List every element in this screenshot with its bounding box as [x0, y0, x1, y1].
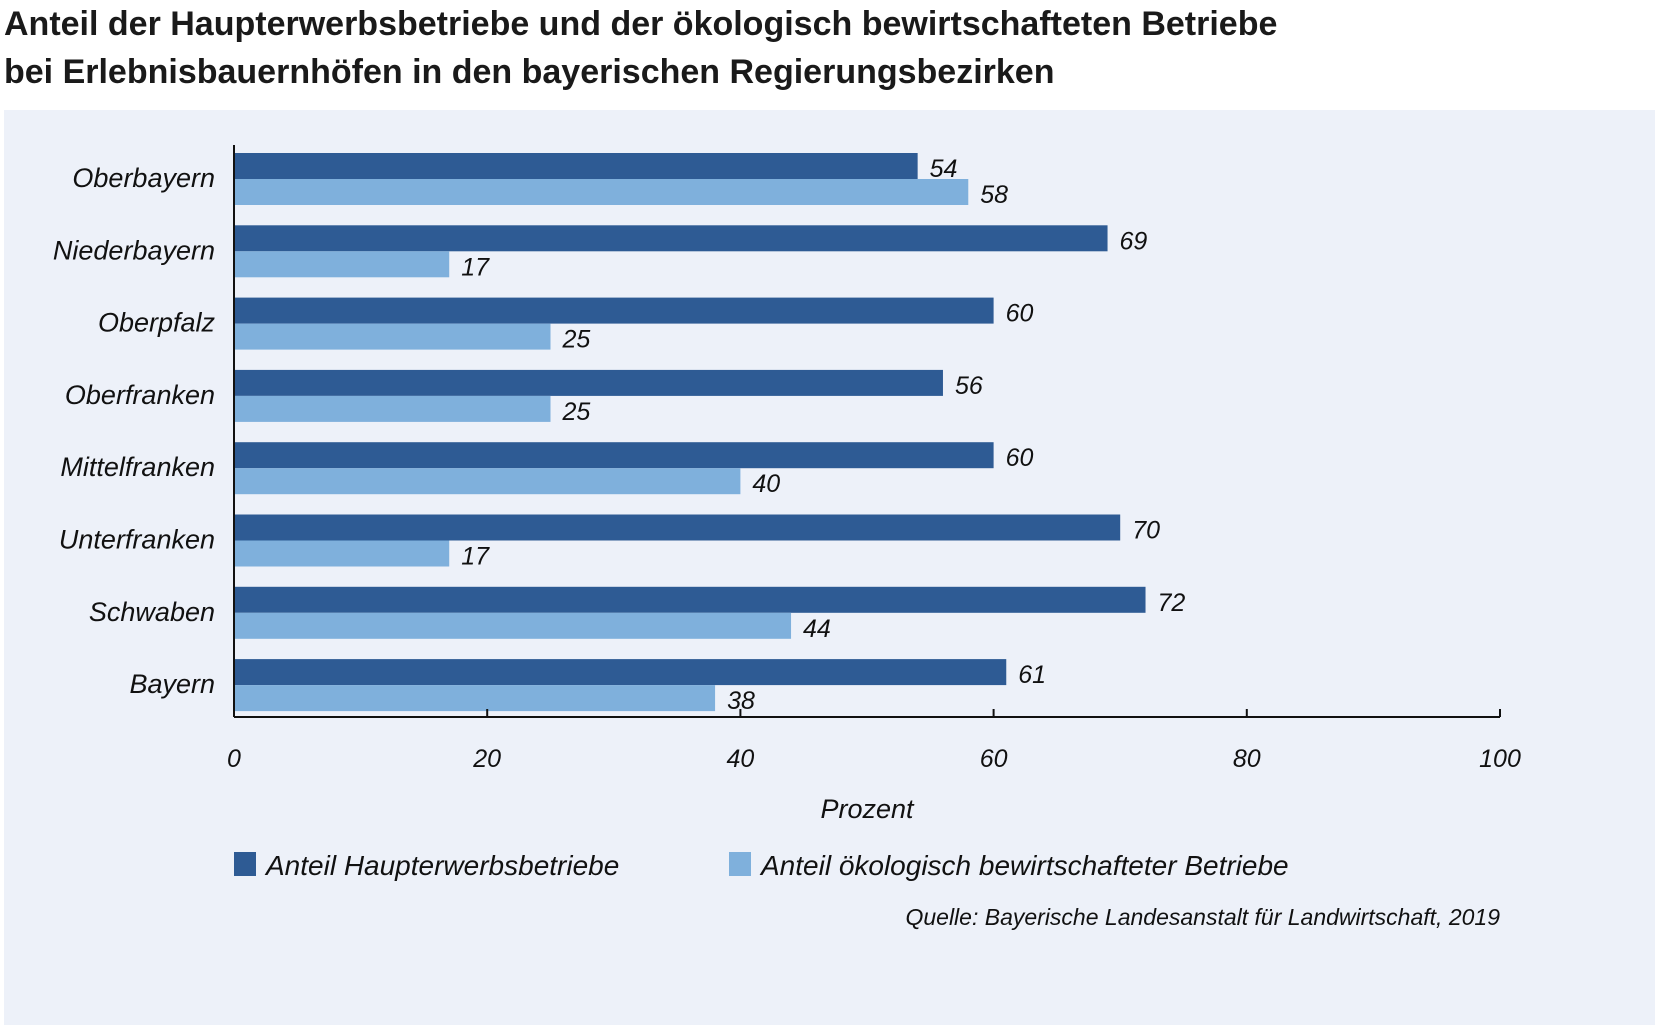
legend-label: Anteil Haupterwerbsbetriebe	[264, 850, 619, 881]
bar	[234, 179, 969, 205]
data-label: 17	[461, 253, 490, 281]
data-label: 54	[930, 155, 958, 183]
data-label: 70	[1132, 517, 1160, 545]
category-label: Mittelfranken	[60, 452, 215, 482]
category-label: Unterfranken	[59, 525, 215, 555]
data-label: 25	[562, 398, 591, 426]
bar	[234, 395, 551, 422]
x-tick-label: 80	[1233, 745, 1261, 773]
x-tick-label: 40	[726, 745, 754, 773]
bar	[234, 586, 1146, 613]
title-line-2: bei Erlebnisbauernhöfen in den bayerisch…	[4, 53, 1055, 91]
data-label: 25	[562, 326, 591, 354]
x-tick-label: 0	[227, 745, 241, 773]
x-tick-label: 60	[980, 745, 1008, 773]
chart-panel: 54 58 69 17 60 25 56 25 60 40 70 17 72 44 61 38 Oberbay…	[4, 110, 1655, 1025]
bar	[234, 442, 994, 469]
bar	[234, 514, 1121, 541]
legend-swatch	[729, 852, 751, 876]
chart-title: Anteil der Haupterwerbsbetriebe und der …	[4, 0, 1644, 96]
data-label: 69	[1120, 227, 1148, 255]
bar	[234, 153, 918, 179]
x-tick-label: 20	[472, 745, 501, 773]
category-label: Oberpfalz	[98, 308, 216, 338]
data-label: 58	[980, 181, 1008, 209]
data-label: 72	[1158, 589, 1186, 617]
data-label: 61	[1018, 661, 1046, 689]
data-label: 44	[803, 615, 831, 643]
data-label: 56	[955, 372, 983, 400]
source-note: Quelle: Bayerische Landesanstalt für Lan…	[905, 904, 1500, 930]
bar	[234, 685, 716, 712]
category-label: Schwaben	[89, 597, 215, 627]
bar	[234, 468, 741, 495]
data-label: 60	[1006, 300, 1034, 328]
bar	[234, 297, 994, 324]
bar	[234, 225, 1108, 252]
legend-swatch	[234, 852, 256, 876]
bar	[234, 251, 450, 278]
category-label: Niederbayern	[53, 235, 215, 265]
category-label: Bayern	[129, 669, 215, 699]
bar	[234, 323, 551, 350]
bar	[234, 540, 450, 567]
legend-label: Anteil ökologisch bewirtschafteter Betri…	[759, 850, 1289, 881]
bar	[234, 369, 943, 396]
axes: 0 20 40 60 80 100 Prozent	[227, 145, 1521, 824]
bar	[234, 612, 792, 639]
data-label: 17	[461, 543, 490, 571]
data-label: 60	[1006, 444, 1034, 472]
x-tick-label: 100	[1479, 745, 1521, 773]
bar	[234, 659, 1007, 686]
category-label: Oberfranken	[65, 380, 215, 410]
title-line-1: Anteil der Haupterwerbsbetriebe und der …	[4, 5, 1278, 43]
legend: Anteil Haupterwerbsbetriebe Anteil ökolog…	[234, 850, 1289, 881]
data-label: 40	[752, 470, 780, 498]
category-labels: Oberbayern Niederbayern Oberpfalz Oberfrank…	[53, 163, 216, 699]
category-label: Oberbayern	[72, 163, 215, 193]
x-axis-title: Prozent	[820, 794, 915, 824]
